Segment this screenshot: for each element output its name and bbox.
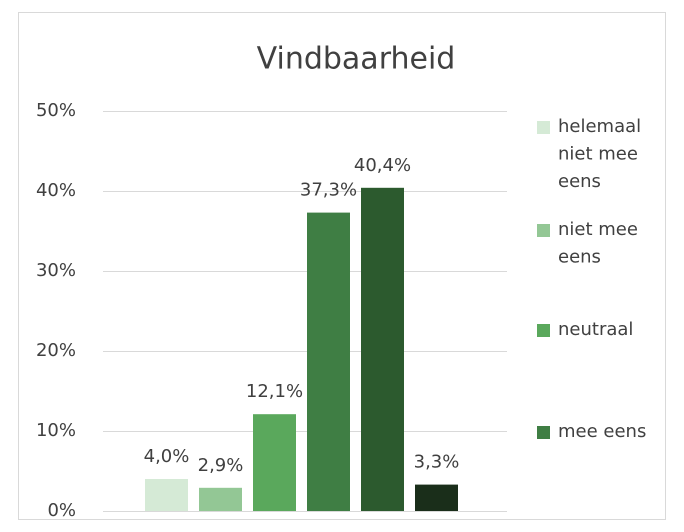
bar xyxy=(307,212,350,511)
y-tick-label: 10% xyxy=(36,420,76,441)
value-label: 2,9% xyxy=(198,455,244,476)
legend-swatch xyxy=(537,426,550,439)
legend-swatch xyxy=(537,224,550,237)
y-tick-label: 40% xyxy=(36,180,76,201)
bar xyxy=(253,414,296,511)
y-tick-label: 0% xyxy=(47,500,76,521)
legend-swatch xyxy=(537,324,550,337)
bar xyxy=(361,187,404,512)
value-label: 4,0% xyxy=(144,446,190,467)
chart-title: Vindbaarheid xyxy=(257,42,456,77)
legend-swatch xyxy=(537,121,550,134)
bar xyxy=(415,484,458,511)
bar xyxy=(145,479,188,511)
legend-label: niet mee eens xyxy=(558,219,638,268)
value-label: 3,3% xyxy=(414,452,460,473)
legend-label: neutraal xyxy=(558,319,633,340)
legend-label: mee eens xyxy=(558,421,646,442)
legend-label: helemaal niet mee eens xyxy=(558,116,641,192)
y-tick-label: 30% xyxy=(36,260,76,281)
bar xyxy=(199,487,242,511)
y-tick-label: 20% xyxy=(36,340,76,361)
y-tick-label: 50% xyxy=(36,100,76,121)
value-label: 12,1% xyxy=(246,381,303,402)
value-label: 40,4% xyxy=(354,155,411,176)
value-label: 37,3% xyxy=(300,180,357,201)
